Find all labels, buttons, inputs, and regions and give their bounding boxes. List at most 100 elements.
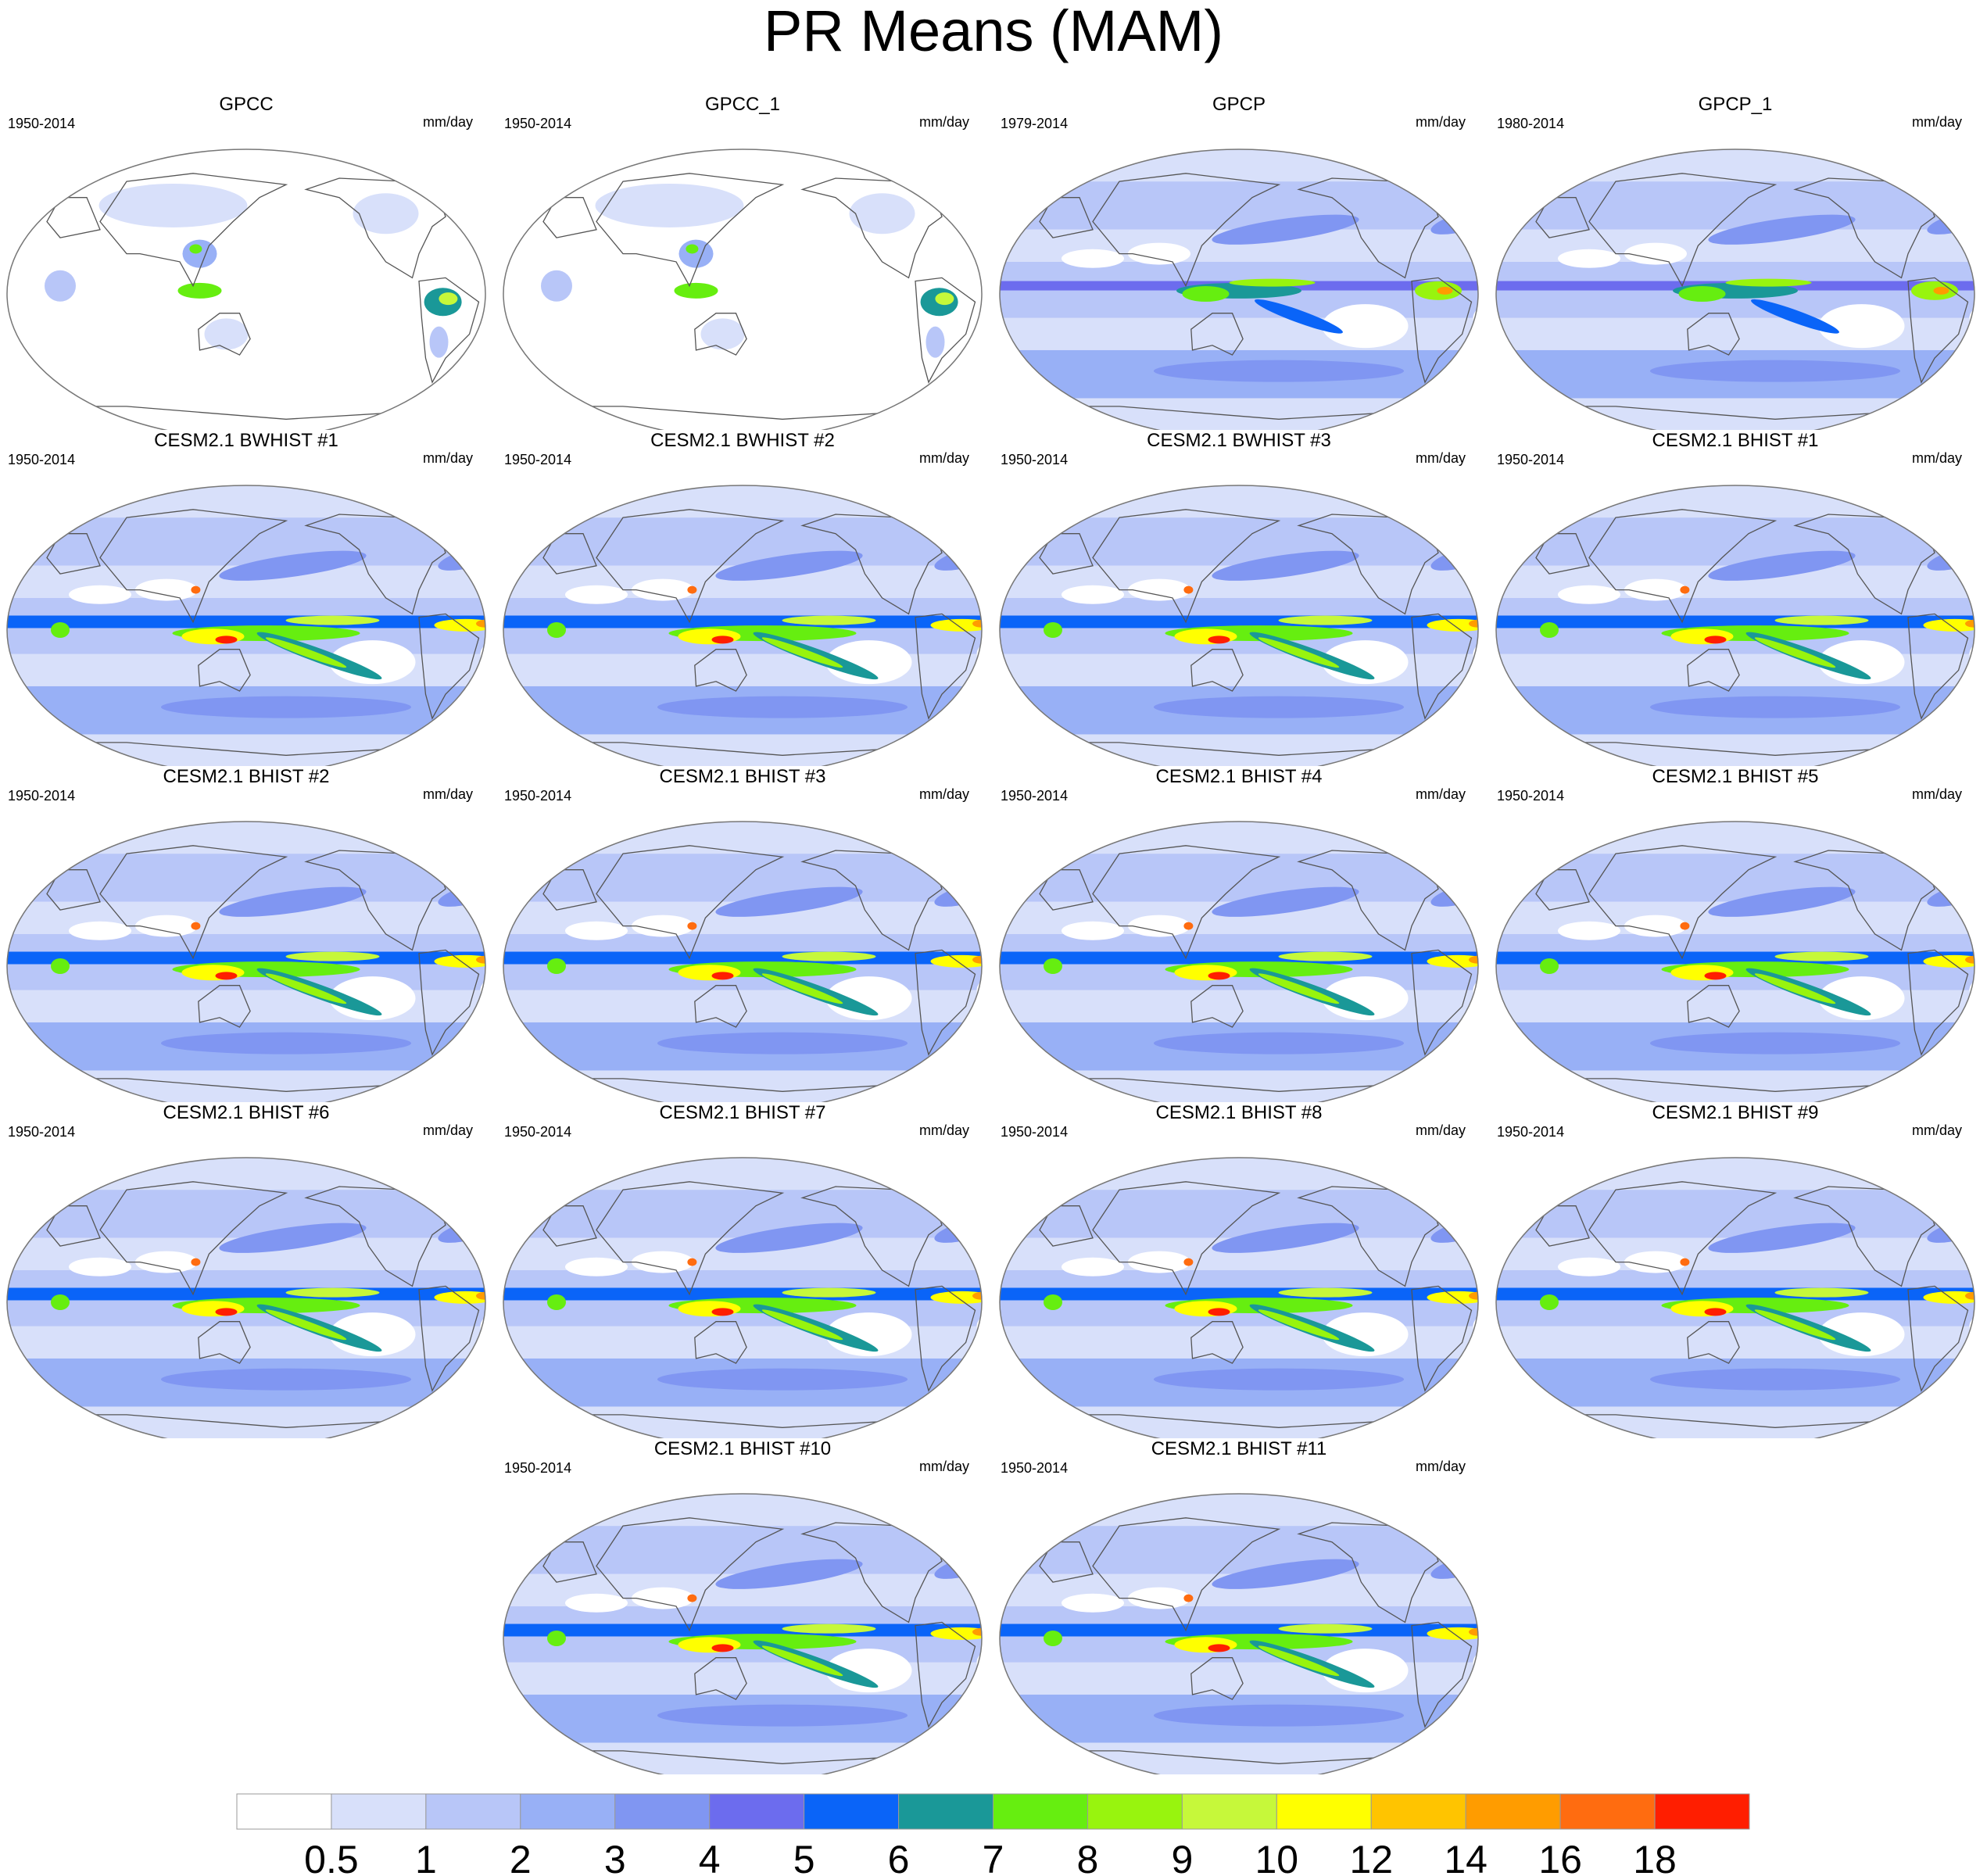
dry-zone [1322,304,1409,349]
africa [541,270,572,302]
coastline-australia [198,1321,251,1364]
storm-track [1154,1704,1404,1727]
precip-band [1000,734,1478,766]
coastline-europe [542,1205,597,1247]
coastline-europe [542,197,597,238]
warm-pool-max [1704,1308,1727,1316]
colorbar-swatch [1465,1793,1561,1830]
coastline-south-america [418,613,480,720]
africa-max [51,958,70,974]
colorbar-swatch [1654,1793,1750,1830]
coastline-antarctica [7,742,485,766]
itcz-core [1278,951,1373,961]
storm-track [219,1223,367,1253]
map-panel: CESM2.1 BWHIST #1 1950-2014 mm/day [0,430,492,766]
dry-zone [632,578,694,601]
china-max [1183,1258,1194,1266]
precip-band [503,734,982,766]
itcz-core [782,951,876,961]
itcz-core [1774,951,1869,961]
no-data-ocean [503,149,982,430]
dry-zone [632,915,694,937]
coastline-australia [1190,313,1244,356]
coastline-asia [596,1181,785,1296]
panel-period: 1950-2014 [504,116,572,131]
storm-track [219,550,367,581]
coastline-antarctica [7,406,485,430]
colorbar-swatch [1276,1793,1372,1830]
panel-title: GPCC [219,94,274,115]
storm-track [161,696,411,718]
africa-max [1540,1294,1559,1310]
spcz [1751,299,1839,334]
panel-period: 1950-2014 [1497,788,1565,804]
coastline-greenland [1437,1169,1478,1207]
panel-title: CESM2.1 BHIST #10 [653,1438,832,1459]
panel-period: 1950-2014 [8,116,76,131]
colorbar-swatch [1181,1793,1277,1830]
amazon-max [1469,955,1478,964]
precip-band [1496,1070,1974,1102]
precip-band [1496,398,1974,430]
panel-units: mm/day [918,1459,969,1474]
dry-zone [1062,1257,1124,1276]
map-panel: CESM2.1 BWHIST #3 1950-2014 mm/day [993,430,1485,766]
china-max [687,1594,697,1602]
coastline-greenland [1437,161,1478,199]
amazon-max [1469,1627,1478,1636]
dry-zone [565,1257,628,1276]
dry-zone [1062,1593,1124,1613]
precip-band [503,822,982,854]
storm-track [219,886,367,917]
precip-map [1495,1157,1975,1438]
precip-band [1000,1070,1478,1102]
dry-zone [1558,1257,1620,1276]
coastline-australia [1190,649,1244,692]
storm-track [657,696,908,718]
australia [700,318,745,350]
panel-title: CESM2.1 BHIST #7 [659,1102,826,1123]
panel-period: 1979-2014 [1001,116,1069,131]
precip-band [1000,1494,1478,1527]
map-outline [503,149,983,430]
panel-units: mm/day [1415,450,1466,466]
south-america [429,326,449,358]
panel-period: 1950-2014 [1001,788,1069,804]
panel-units: mm/day [422,114,473,130]
china-max [191,585,201,594]
coastline-asia [1092,173,1281,288]
panel-period: 1950-2014 [8,452,76,467]
coastline-europe [1039,533,1094,575]
coastline-greenland [1933,497,1974,535]
coastline-south-america [915,613,976,720]
precip-band [503,1526,982,1574]
dry-zone [1818,304,1905,349]
coastline-europe [1039,869,1094,911]
precip-band [1496,734,1974,766]
coastline-europe [46,1205,101,1247]
map-panel: CESM2.1 BHIST #11 1950-2014 mm/day [993,1438,1485,1774]
precip-map [6,485,486,766]
warm-pool-max [1704,635,1727,644]
warm-pool-max [711,635,734,644]
coastline-asia [99,1181,288,1296]
coastline-antarctica [1000,742,1478,766]
panel-title: CESM2.1 BHIST #3 [659,766,826,787]
coastline-south-america [1907,613,1969,720]
map-outline [1495,485,1975,766]
precip-band [1000,1742,1478,1774]
dry-zone [1558,921,1620,940]
storm-track [715,550,863,581]
coastline-asia [99,509,288,624]
panel-period: 1980-2014 [1497,116,1565,131]
precip-map [503,485,983,766]
coastline-greenland [940,497,982,535]
coastline-antarctica [503,1414,982,1438]
coastline-antarctica [7,1078,485,1102]
panel-period: 1950-2014 [1497,452,1565,467]
panel-title: CESM2.1 BHIST #5 [1652,766,1819,787]
coastline-greenland [1933,833,1974,871]
north-america [353,193,419,234]
coastline-australia [694,649,747,692]
map-panel: GPCC_1 1950-2014 mm/day [496,94,989,430]
